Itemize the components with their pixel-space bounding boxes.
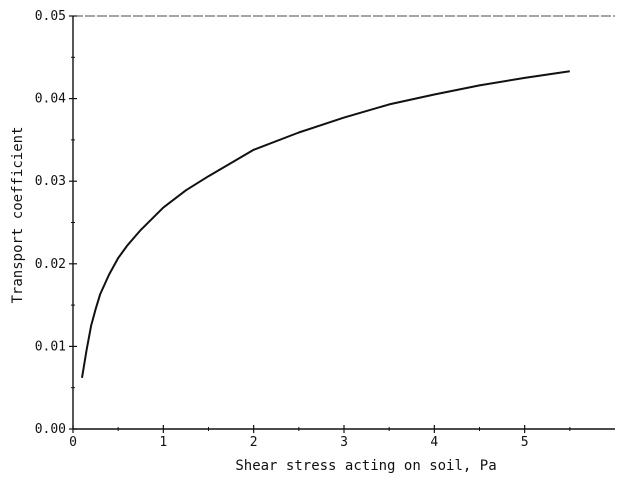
y-tick-label: 0.04 — [35, 92, 66, 107]
ticks: 0.00 0.01 0.02 0.03 0.04 0.05 0 1 2 3 4 5 — [35, 9, 570, 450]
x-tick-label: 2 — [250, 435, 258, 450]
y-tick-label: 0.02 — [35, 257, 66, 272]
series — [82, 71, 570, 378]
y-tick-label: 0.00 — [35, 422, 66, 437]
series-line — [82, 71, 570, 378]
y-tick-label: 0.01 — [35, 339, 66, 354]
x-tick-label: 4 — [430, 435, 438, 450]
x-tick-label: 3 — [340, 435, 348, 450]
x-tick-label: 1 — [159, 435, 167, 450]
axes — [73, 16, 615, 429]
y-axis-title: Transport coefficient — [10, 126, 26, 303]
x-tick-label: 0 — [69, 435, 77, 450]
x-axis-title: Shear stress acting on soil, Pa — [235, 458, 496, 474]
x-tick-label: 5 — [521, 435, 529, 450]
y-tick-label: 0.03 — [35, 174, 66, 189]
y-tick-label: 0.05 — [35, 9, 66, 24]
